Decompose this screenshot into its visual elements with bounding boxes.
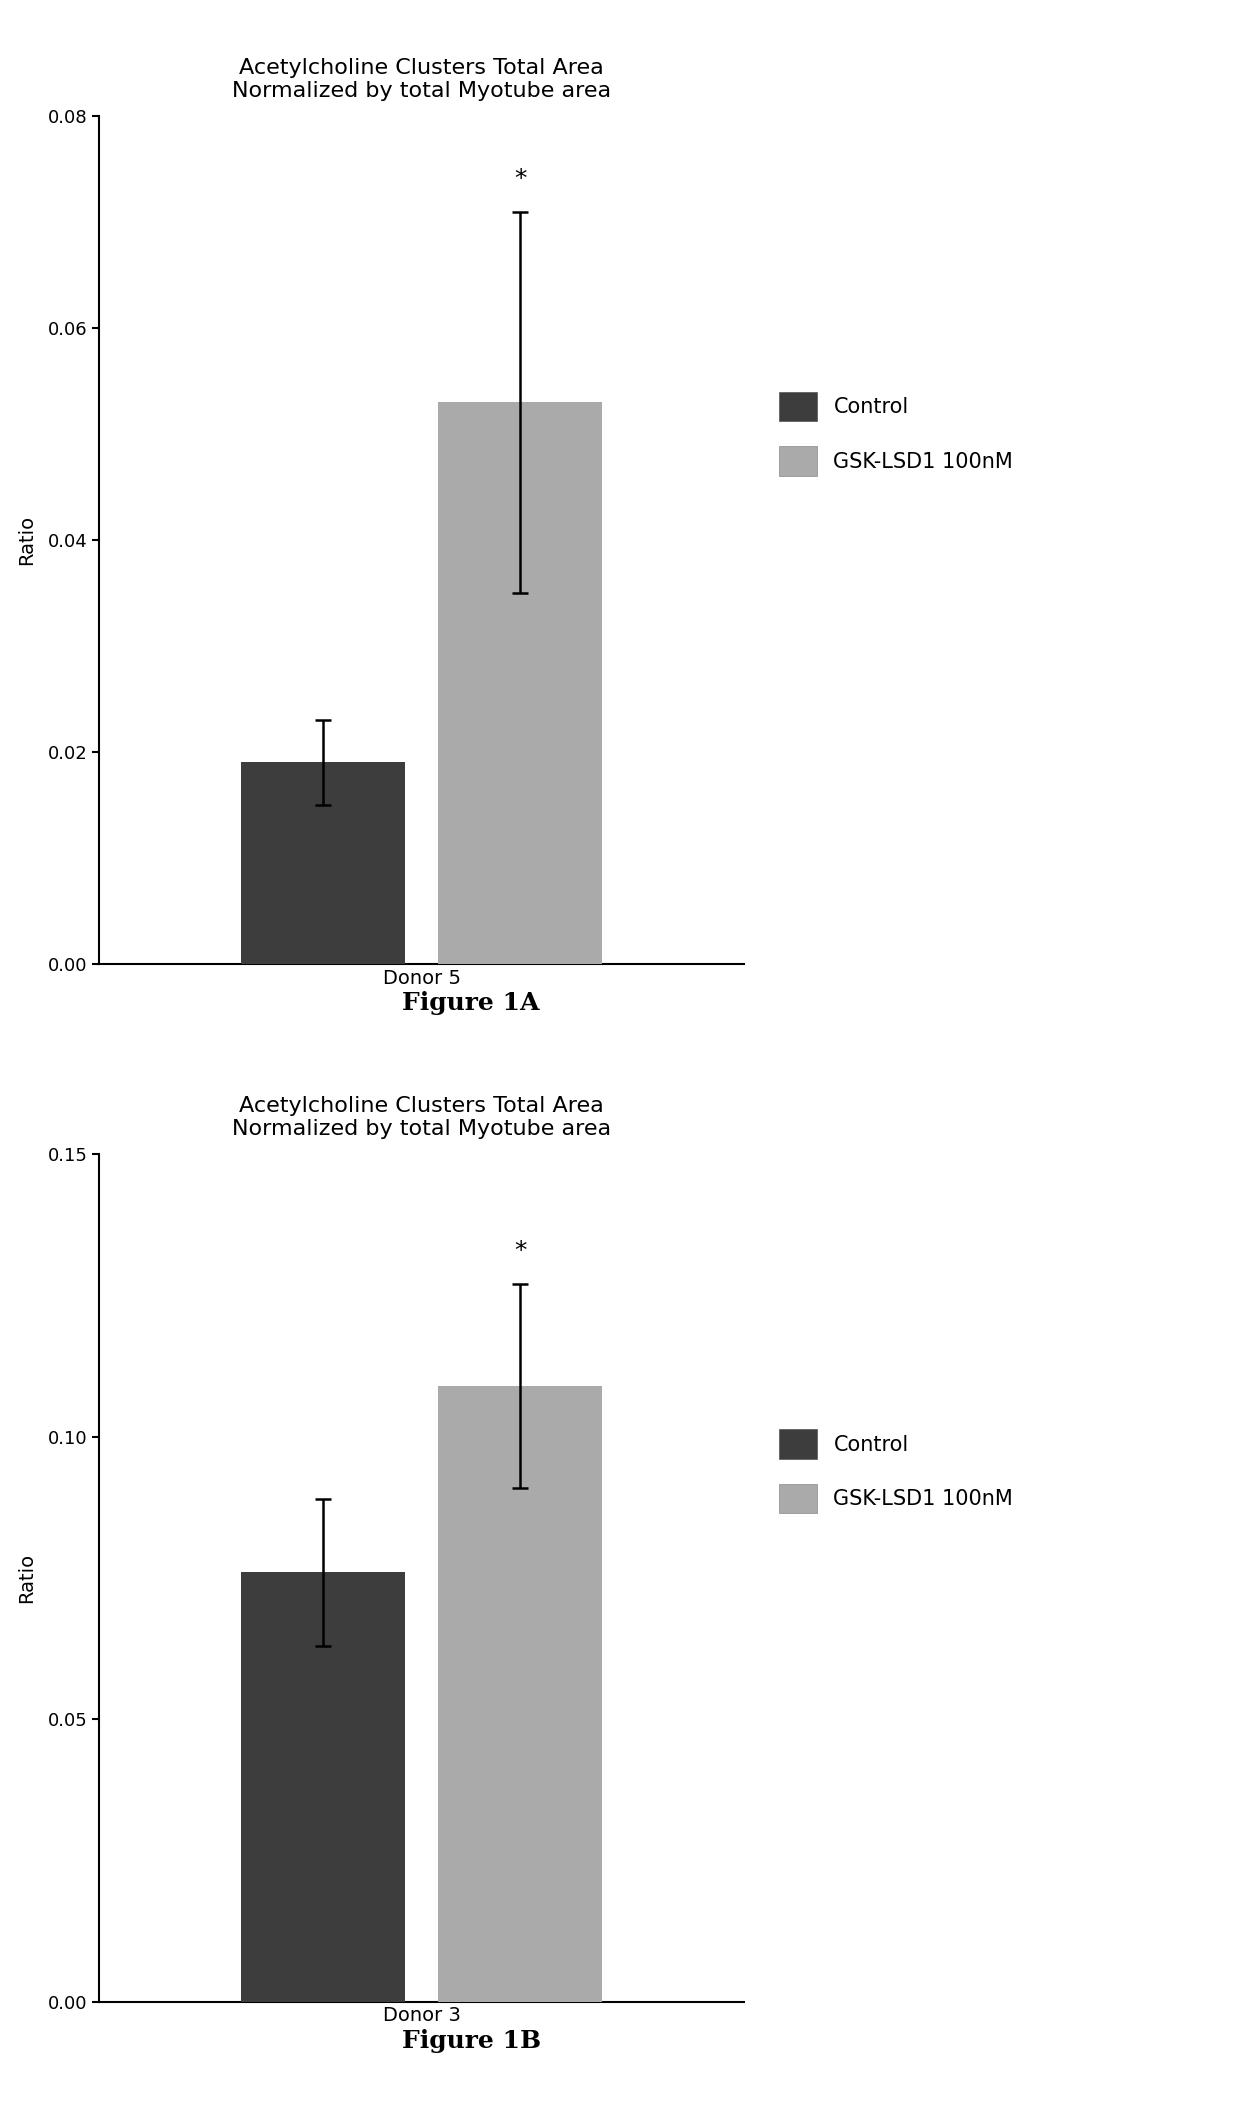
Bar: [241, 762, 405, 964]
Text: *: *: [513, 1239, 526, 1262]
Legend: Control, GSK-LSD1 100nM: Control, GSK-LSD1 100nM: [779, 392, 1013, 477]
Legend: Control, GSK-LSD1 100nM: Control, GSK-LSD1 100nM: [779, 1430, 1013, 1514]
Y-axis label: Ratio: Ratio: [17, 1552, 36, 1603]
Text: Figure 1B: Figure 1B: [402, 2029, 541, 2052]
Bar: [241, 1572, 405, 2002]
Bar: [438, 1385, 603, 2002]
Y-axis label: Ratio: Ratio: [17, 515, 36, 566]
Text: *: *: [513, 167, 526, 191]
Title: Acetylcholine Clusters Total Area
Normalized by total Myotube area: Acetylcholine Clusters Total Area Normal…: [232, 57, 611, 102]
Bar: [438, 402, 603, 964]
Text: Figure 1A: Figure 1A: [403, 991, 539, 1015]
Title: Acetylcholine Clusters Total Area
Normalized by total Myotube area: Acetylcholine Clusters Total Area Normal…: [232, 1095, 611, 1139]
